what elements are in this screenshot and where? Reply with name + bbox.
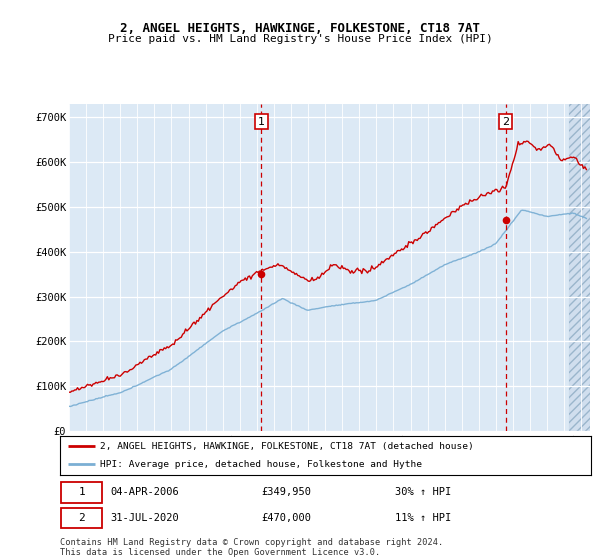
Text: 2, ANGEL HEIGHTS, HAWKINGE, FOLKESTONE, CT18 7AT: 2, ANGEL HEIGHTS, HAWKINGE, FOLKESTONE, … <box>120 22 480 35</box>
Text: £470,000: £470,000 <box>262 513 312 523</box>
Text: 1: 1 <box>258 116 265 127</box>
Bar <box>569 104 590 431</box>
Text: 2, ANGEL HEIGHTS, HAWKINGE, FOLKESTONE, CT18 7AT (detached house): 2, ANGEL HEIGHTS, HAWKINGE, FOLKESTONE, … <box>100 442 473 451</box>
Text: 04-APR-2006: 04-APR-2006 <box>110 487 179 497</box>
Text: Price paid vs. HM Land Registry's House Price Index (HPI): Price paid vs. HM Land Registry's House … <box>107 34 493 44</box>
Text: 31-JUL-2020: 31-JUL-2020 <box>110 513 179 523</box>
Text: HPI: Average price, detached house, Folkestone and Hythe: HPI: Average price, detached house, Folk… <box>100 460 422 469</box>
Text: 2: 2 <box>79 513 85 523</box>
Text: 11% ↑ HPI: 11% ↑ HPI <box>395 513 451 523</box>
Text: £349,950: £349,950 <box>262 487 312 497</box>
Text: Contains HM Land Registry data © Crown copyright and database right 2024.: Contains HM Land Registry data © Crown c… <box>60 538 443 547</box>
FancyBboxPatch shape <box>61 508 103 528</box>
Text: 1: 1 <box>79 487 85 497</box>
Bar <box>569 104 590 431</box>
FancyBboxPatch shape <box>61 482 103 502</box>
Text: 30% ↑ HPI: 30% ↑ HPI <box>395 487 451 497</box>
Text: 2: 2 <box>502 116 509 127</box>
Text: This data is licensed under the Open Government Licence v3.0.: This data is licensed under the Open Gov… <box>60 548 380 557</box>
